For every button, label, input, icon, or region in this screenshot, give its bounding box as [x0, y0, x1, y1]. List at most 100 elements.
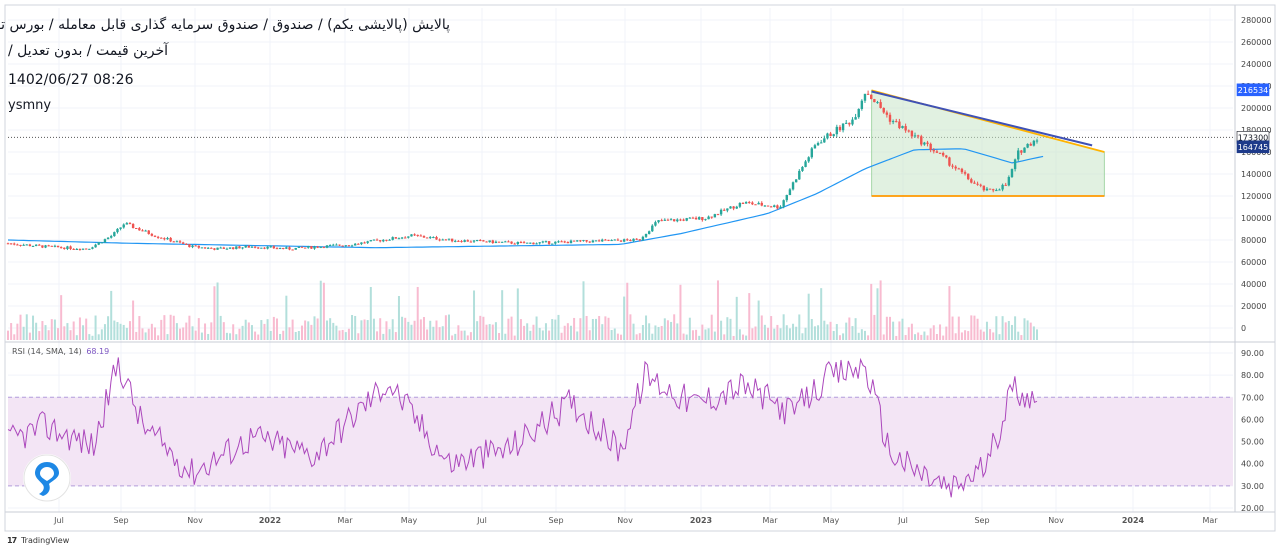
candle-body: [901, 126, 904, 129]
candle-body: [222, 247, 226, 249]
volume-bar: [795, 326, 798, 340]
volume-bar: [588, 330, 591, 340]
candle-body: [297, 246, 301, 248]
candle-body: [701, 217, 704, 221]
candle-body: [610, 240, 613, 242]
volume-bar: [376, 331, 379, 340]
volume-bar: [357, 333, 360, 340]
volume-bar: [394, 332, 397, 340]
volume-bar: [172, 315, 175, 340]
price-label-last-text: 173300: [1238, 133, 1269, 142]
volume-bar: [32, 315, 35, 340]
candle-body: [898, 121, 901, 129]
volume-bar: [485, 324, 488, 340]
volume-bar: [363, 319, 366, 340]
candle-body: [613, 239, 616, 241]
volume-bar: [613, 328, 616, 340]
volume-bar: [182, 327, 185, 340]
volume-bar: [435, 320, 438, 340]
volume-bar: [989, 329, 992, 340]
volume-bar: [566, 323, 569, 340]
tradingview-brand[interactable]: 17 TradingView: [7, 536, 69, 545]
candle-body: [544, 241, 548, 243]
volume-bar: [726, 317, 729, 340]
volume-bar: [939, 324, 942, 340]
candle-body: [660, 220, 663, 222]
volume-bar: [532, 324, 535, 340]
volume-bar: [688, 317, 691, 340]
candle-body: [963, 172, 967, 174]
volume-bar: [160, 319, 163, 340]
moving-average-line: [7, 148, 1044, 249]
candle-body: [507, 241, 510, 243]
volume-bar: [682, 333, 685, 340]
candle-body: [457, 240, 460, 242]
volume-bar: [638, 333, 641, 340]
volume-bar: [166, 334, 169, 340]
volume-bar: [28, 332, 31, 340]
candle-body: [657, 220, 660, 223]
volume-bar: [466, 335, 469, 340]
candle-body: [801, 166, 804, 171]
candle-body: [504, 241, 507, 243]
candle-body: [460, 241, 463, 243]
volume-bar: [282, 330, 285, 340]
candle-body: [763, 205, 767, 207]
rsi-y-tick-label: 30.00: [1241, 482, 1264, 491]
candle-body: [482, 240, 485, 242]
volume-bar: [523, 325, 526, 340]
volume-bar: [426, 329, 429, 340]
volume-bar: [91, 335, 94, 340]
volume-bar: [416, 286, 419, 340]
rsi-legend: RSI (14, SMA, 14) 68.19: [12, 347, 109, 356]
volume-bar: [388, 329, 391, 340]
volume-bar: [360, 320, 363, 340]
candle-body: [713, 214, 717, 218]
candle-body: [469, 241, 473, 243]
volume-bar: [889, 316, 891, 340]
candle-body: [635, 238, 638, 240]
candle-body: [804, 161, 807, 167]
volume-bar: [107, 316, 110, 340]
rsi-y-tick-label: 60.00: [1241, 415, 1264, 424]
volume-bar: [860, 329, 863, 340]
volume-bar: [851, 326, 854, 340]
candle-body: [9, 243, 13, 245]
volume-bar: [1026, 320, 1029, 340]
volume-bar: [560, 332, 563, 340]
volume-bar: [792, 323, 795, 340]
candle-body: [651, 225, 654, 232]
volume-bar: [1036, 329, 1038, 340]
x-tick-label: 2022: [259, 516, 281, 525]
candle-body: [94, 244, 97, 248]
candle-body: [732, 206, 735, 209]
volume-bar: [479, 315, 482, 340]
candle-body: [497, 241, 501, 243]
volume-bar: [72, 321, 75, 340]
volume-bar: [767, 327, 770, 340]
candle-body: [551, 243, 554, 245]
candle-body: [488, 240, 491, 243]
volume-bar: [801, 333, 804, 340]
volume-bar: [197, 318, 200, 340]
y-tick-label: 60000: [1241, 258, 1266, 267]
volume-bar: [657, 326, 660, 340]
candle-body: [144, 230, 147, 232]
candle-body: [547, 241, 551, 244]
volume-bar: [482, 316, 485, 340]
volume-bar: [973, 315, 976, 340]
volume-bar: [748, 293, 751, 340]
candle-body: [203, 247, 207, 249]
candle-body: [231, 247, 235, 250]
volume-bar: [779, 328, 782, 340]
candle-body: [519, 242, 523, 244]
volume-bar: [691, 330, 694, 340]
volume-bar: [491, 324, 494, 340]
candle-body: [935, 151, 939, 153]
candle-body: [1032, 140, 1036, 146]
candle-body: [194, 245, 197, 247]
candle-body: [826, 133, 829, 139]
volume-bar: [307, 321, 310, 340]
candle-body: [350, 245, 354, 247]
candle-body: [150, 233, 154, 236]
